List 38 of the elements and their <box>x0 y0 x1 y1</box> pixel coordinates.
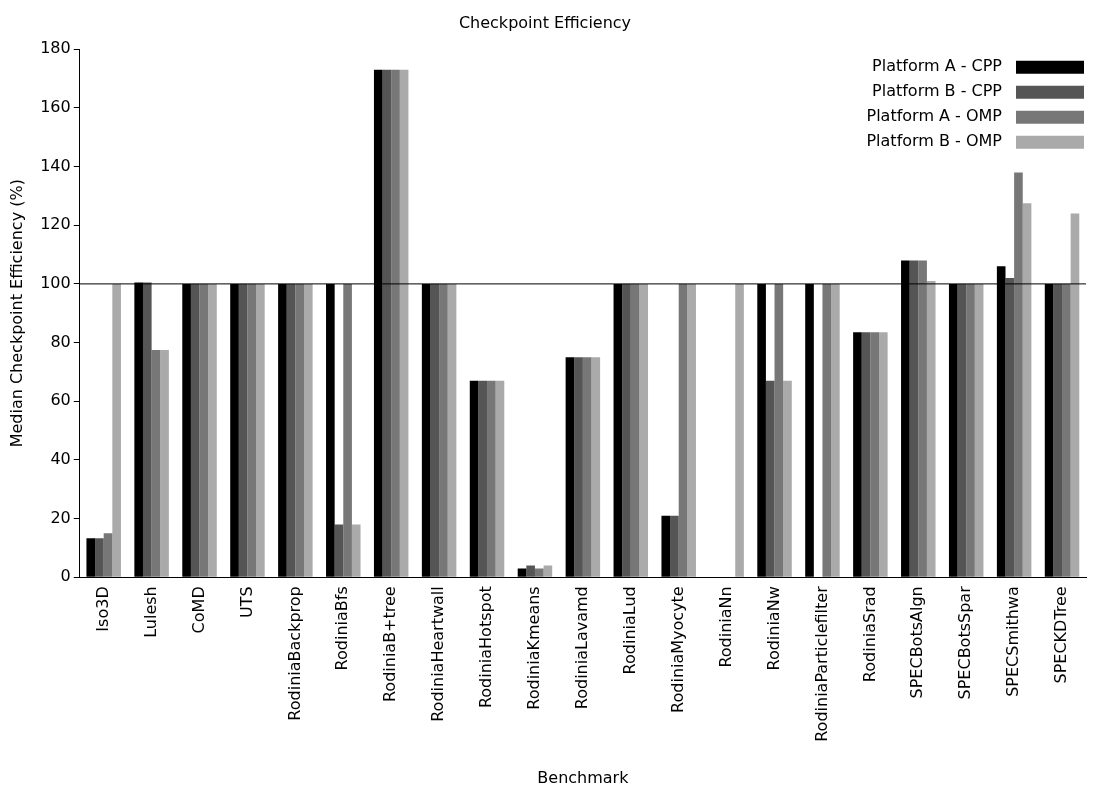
y-tick-label: 140 <box>40 155 71 175</box>
x-tick-label: SPECSmithwa <box>1003 586 1023 697</box>
legend-label: Platform B - OMP <box>866 130 1003 150</box>
y-tick-label: 40 <box>50 449 71 469</box>
x-tick-label: Iso3D <box>92 586 112 632</box>
x-tick-label: RodiniaNw <box>763 586 783 671</box>
x-tick-label: Lulesh <box>140 586 160 638</box>
y-tick-label: 80 <box>50 331 71 351</box>
x-tick-label: SPECBotsAlgn <box>907 586 927 699</box>
x-tick-label: UTS <box>236 586 256 618</box>
x-tick-label: RodiniaSrad <box>859 586 879 683</box>
y-tick-label: 20 <box>50 507 71 527</box>
y-tick-label: 160 <box>40 97 71 117</box>
legend-label: Platform B - CPP <box>872 80 1003 100</box>
y-tick-label: 120 <box>40 214 71 234</box>
x-tick-label: RodiniaLavamd <box>572 586 592 710</box>
legend-label: Platform A - CPP <box>872 55 1003 75</box>
x-tick-label: RodiniaBfs <box>332 586 352 671</box>
x-tick-label: SPECKDTree <box>1051 586 1071 684</box>
x-tick-label: RodiniaBackprop <box>284 586 304 721</box>
y-tick-label: 100 <box>40 273 71 293</box>
y-tick-label: 180 <box>40 38 71 58</box>
x-tick-label: RodiniaParticlefilter <box>811 585 831 742</box>
x-tick-label: RodiniaB+tree <box>380 586 400 703</box>
y-axis-title: Median Checkpoint Efficiency (%) <box>6 179 26 448</box>
x-tick-label: SPECBotsSpar <box>955 585 975 700</box>
x-tick-label: RodiniaHotspot <box>476 586 496 709</box>
x-tick-label: RodiniaLud <box>619 586 639 675</box>
x-tick-label: RodiniaMyocyte <box>667 586 687 713</box>
x-tick-label: CoMD <box>188 586 208 634</box>
x-tick-label: RodiniaNn <box>715 586 735 668</box>
x-tick-label: RodiniaHeartwall <box>428 586 448 722</box>
y-tick-label: 0 <box>60 566 71 586</box>
y-tick-label: 60 <box>50 390 71 410</box>
x-axis-title: Benchmark <box>537 767 630 787</box>
chart-title: Checkpoint Efficiency <box>458 12 632 32</box>
legend-label: Platform A - OMP <box>866 105 1003 125</box>
x-tick-label: RodiniaKmeans <box>524 586 544 710</box>
